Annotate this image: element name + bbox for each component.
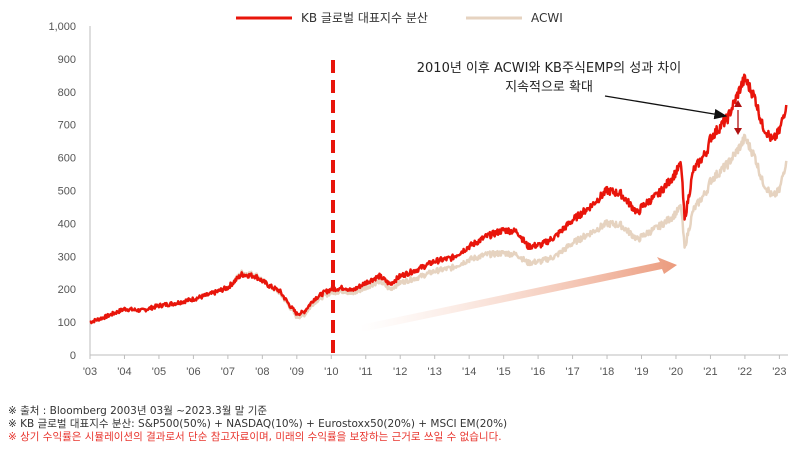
x-tick-label: '06 — [186, 366, 200, 378]
x-tick-label: '13 — [428, 366, 442, 378]
x-tick-label: '10 — [324, 366, 338, 378]
y-tick-label: 900 — [58, 54, 76, 66]
x-tick-label: '04 — [117, 366, 131, 378]
footer-source: ※ 출처 : Bloomberg 2003년 03월 ~2023.3월 말 기준 — [8, 405, 268, 417]
performance-chart: KB 글로벌 대표지수 분산 ACWI 0 100 200 300 400 500 600 7… — [48, 11, 788, 378]
y-axis-ticks: 0 100 200 300 400 500 600 700 800 900 1,000 — [48, 21, 76, 362]
y-tick-label: 200 — [58, 284, 76, 296]
x-tick-label: '19 — [634, 366, 648, 378]
footer-composition: ※ KB 글로벌 대표지수 분산: S&P500(50%) + NASDAQ(1… — [8, 418, 508, 430]
x-tick-label: '12 — [393, 366, 407, 378]
x-tick-label: '21 — [703, 366, 717, 378]
y-tick-label: 300 — [58, 251, 76, 263]
x-tick-label: '07 — [221, 366, 235, 378]
x-axis-ticks: '03 '04 '05 '06 '07 '08 '09 '10 '11 '12 '13 '14 '15 '… — [83, 355, 787, 378]
x-tick-label: '14 — [462, 366, 476, 378]
footer-disclaimer: ※ 상기 수익률은 시뮬레이션의 결과로서 단순 참고자료이며, 미래의 수익률… — [8, 431, 502, 443]
x-tick-label: '03 — [83, 366, 97, 378]
y-tick-label: 600 — [58, 153, 76, 165]
gap-arrow-head-top — [734, 100, 742, 107]
y-tick-label: 100 — [58, 317, 76, 329]
x-tick-label: '11 — [359, 366, 373, 378]
x-tick-label: '23 — [772, 366, 786, 378]
gap-arrow-head-bottom — [734, 128, 742, 135]
x-tick-label: '08 — [255, 366, 269, 378]
y-tick-label: 500 — [58, 186, 76, 198]
x-tick-label: '05 — [152, 366, 166, 378]
x-tick-label: '17 — [565, 366, 579, 378]
x-tick-label: '22 — [738, 366, 752, 378]
y-tick-label: 400 — [58, 218, 76, 230]
y-tick-label: 800 — [58, 87, 76, 99]
legend: KB 글로벌 대표지수 분산 ACWI — [236, 11, 563, 25]
y-tick-label: 0 — [70, 350, 76, 362]
legend-label-acwi: ACWI — [531, 11, 563, 25]
series-line-kb — [89, 73, 788, 325]
x-tick-label: '15 — [496, 366, 510, 378]
annotation: 2010년 이후 ACWI와 KB주식EMP의 성과 차이 지속적으로 확대 — [417, 61, 742, 135]
annotation-line-1: 2010년 이후 ACWI와 KB주식EMP의 성과 차이 — [417, 61, 681, 76]
x-tick-label: '18 — [600, 366, 614, 378]
legend-label-kb: KB 글로벌 대표지수 분산 — [301, 11, 428, 25]
y-tick-label: 700 — [58, 120, 76, 132]
x-tick-label: '20 — [669, 366, 683, 378]
annotation-line-2: 지속적으로 확대 — [505, 80, 593, 95]
trend-arrow-graphic — [360, 257, 677, 332]
annotation-pointer-arrow — [604, 95, 728, 120]
x-tick-label: '09 — [290, 366, 304, 378]
y-tick-label: 1,000 — [48, 21, 76, 33]
x-tick-label: '16 — [531, 366, 545, 378]
